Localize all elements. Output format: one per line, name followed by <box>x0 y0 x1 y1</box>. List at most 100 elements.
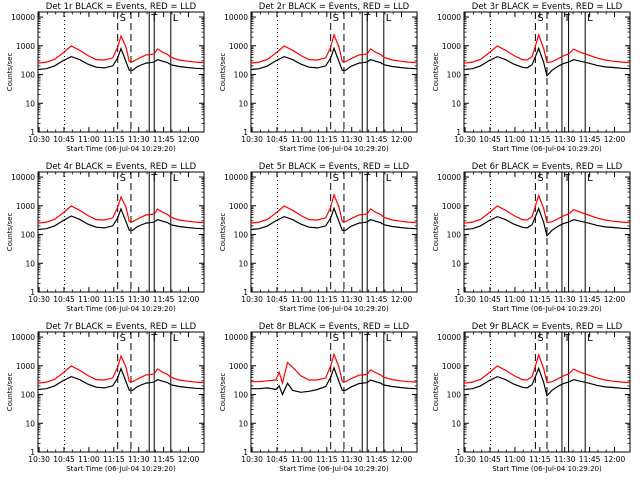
x-tick-label: 11:15 <box>103 135 125 144</box>
x-tick-label: 11:30 <box>128 455 150 464</box>
marker-label: L <box>386 173 392 184</box>
x-tick-label: 10:30 <box>241 295 263 304</box>
marker-label: L <box>386 13 392 24</box>
series-line-lld <box>463 353 631 384</box>
x-axis-label: Start Time (06-Jul-04 10:29:20) <box>492 145 602 153</box>
marker-label: L <box>173 13 179 24</box>
marker-label: S <box>120 333 126 344</box>
series-line-events <box>463 206 631 238</box>
y-tick-label: 1000 <box>442 362 461 371</box>
y-tick-label: 10000 <box>437 173 461 182</box>
plot-frame <box>37 11 205 133</box>
y-axis-label: Counts/sec <box>219 373 227 412</box>
y-tick-label: 100 <box>21 71 36 80</box>
y-axis-label: Counts/sec <box>6 373 14 412</box>
x-tick-label: 11:30 <box>341 295 363 304</box>
y-tick-label: 1 <box>456 448 461 457</box>
x-tick-label: 10:45 <box>479 135 501 144</box>
x-tick-label: 10:45 <box>266 295 288 304</box>
y-tick-label: 1 <box>30 448 35 457</box>
y-tick-label: 1000 <box>16 362 35 371</box>
x-tick-label: 11:00 <box>291 295 313 304</box>
x-tick-label: 11:00 <box>78 455 100 464</box>
y-tick-label: 100 <box>234 391 249 400</box>
series-line-events <box>251 366 418 397</box>
x-tick-label: 11:00 <box>78 135 100 144</box>
x-tick-label: 11:45 <box>366 455 388 464</box>
marker-label: S <box>537 333 543 344</box>
x-tick-label: 11:00 <box>504 295 526 304</box>
x-tick-label: 11:15 <box>316 135 338 144</box>
x-tick-label: 12:00 <box>604 295 626 304</box>
x-tick-label: 11:15 <box>103 455 125 464</box>
x-tick-label: 11:45 <box>366 135 388 144</box>
y-tick-label: 1 <box>243 448 248 457</box>
x-tick-label: 11:15 <box>103 295 125 304</box>
marker-label: S <box>120 13 126 24</box>
y-tick-label: 10 <box>238 99 248 108</box>
x-tick-label: 11:15 <box>529 455 551 464</box>
series-line-events <box>37 207 205 231</box>
marker-label: T <box>563 13 571 24</box>
y-tick-label: 10 <box>25 99 35 108</box>
y-axis-label: Counts/sec <box>6 53 14 92</box>
marker-label: S <box>120 173 126 184</box>
series-line-lld <box>251 352 418 386</box>
x-tick-label: 11:45 <box>579 455 601 464</box>
y-tick-label: 1000 <box>229 42 248 51</box>
marker-label: S <box>537 13 543 24</box>
y-axis-label: Counts/sec <box>219 213 227 252</box>
x-axis-label: Start Time (06-Jul-04 10:29:20) <box>66 465 176 473</box>
x-tick-label: 10:45 <box>53 455 75 464</box>
x-tick-label: 10:30 <box>454 135 476 144</box>
x-tick-label: 12:00 <box>604 455 626 464</box>
x-axis-label: Start Time (06-Jul-04 10:29:20) <box>279 465 389 473</box>
chart-panel: Det 2r BLACK = Events, RED = LLD 1 10 100 10… <box>219 2 418 153</box>
series-line-events <box>463 366 631 398</box>
x-tick-label: 11:00 <box>504 455 526 464</box>
x-tick-label: 10:45 <box>53 295 75 304</box>
x-axis-label: Start Time (06-Jul-04 10:29:20) <box>66 145 176 153</box>
x-tick-label: 10:45 <box>53 135 75 144</box>
marker-label: S <box>333 173 339 184</box>
y-tick-label: 1 <box>243 288 248 297</box>
x-tick-label: 10:30 <box>28 455 50 464</box>
marker-label: S <box>537 173 543 184</box>
chart-panel: Det 1r BLACK = Events, RED = LLD 1 10 100 10… <box>6 2 205 153</box>
x-tick-label: 11:45 <box>366 295 388 304</box>
series-line-events <box>37 46 205 71</box>
chart-panel: Det 4r BLACK = Events, RED = LLD 1 10 100 10… <box>6 162 205 313</box>
y-tick-label: 100 <box>234 231 249 240</box>
series-line-lld <box>463 193 631 224</box>
series-line-lld <box>37 34 205 64</box>
y-axis-label: Counts/sec <box>432 213 440 252</box>
chart-title: Det 8r BLACK = Events, RED = LLD <box>259 322 410 332</box>
x-tick-label: 11:30 <box>554 295 576 304</box>
chart-title: Det 1r BLACK = Events, RED = LLD <box>46 2 197 12</box>
x-tick-label: 11:00 <box>504 135 526 144</box>
x-tick-label: 12:00 <box>178 295 200 304</box>
x-tick-label: 10:30 <box>28 295 50 304</box>
plot-frame <box>37 171 205 293</box>
chart-panel: Det 7r BLACK = Events, RED = LLD 1 10 100 10… <box>6 322 205 473</box>
y-tick-label: 1000 <box>229 202 248 211</box>
chart-title: Det 2r BLACK = Events, RED = LLD <box>259 2 410 12</box>
chart-panel: Det 8r BLACK = Events, RED = LLD 1 10 100 10… <box>219 322 418 473</box>
x-tick-label: 11:15 <box>529 135 551 144</box>
x-tick-label: 11:30 <box>554 455 576 464</box>
y-tick-label: 10000 <box>11 333 35 342</box>
series-line-events <box>250 206 418 231</box>
plot-frame <box>250 171 418 293</box>
x-axis-label: Start Time (06-Jul-04 10:29:20) <box>279 305 389 313</box>
chart-title: Det 3r BLACK = Events, RED = LLD <box>472 2 623 12</box>
y-tick-label: 10000 <box>437 13 461 22</box>
marker-label: T <box>563 333 571 344</box>
y-tick-label: 10000 <box>437 333 461 342</box>
x-tick-label: 11:45 <box>153 455 175 464</box>
y-tick-label: 10 <box>238 419 248 428</box>
series-line-events <box>463 46 631 78</box>
x-tick-label: 11:45 <box>579 135 601 144</box>
y-axis-label: Counts/sec <box>432 53 440 92</box>
x-tick-label: 11:15 <box>316 455 338 464</box>
